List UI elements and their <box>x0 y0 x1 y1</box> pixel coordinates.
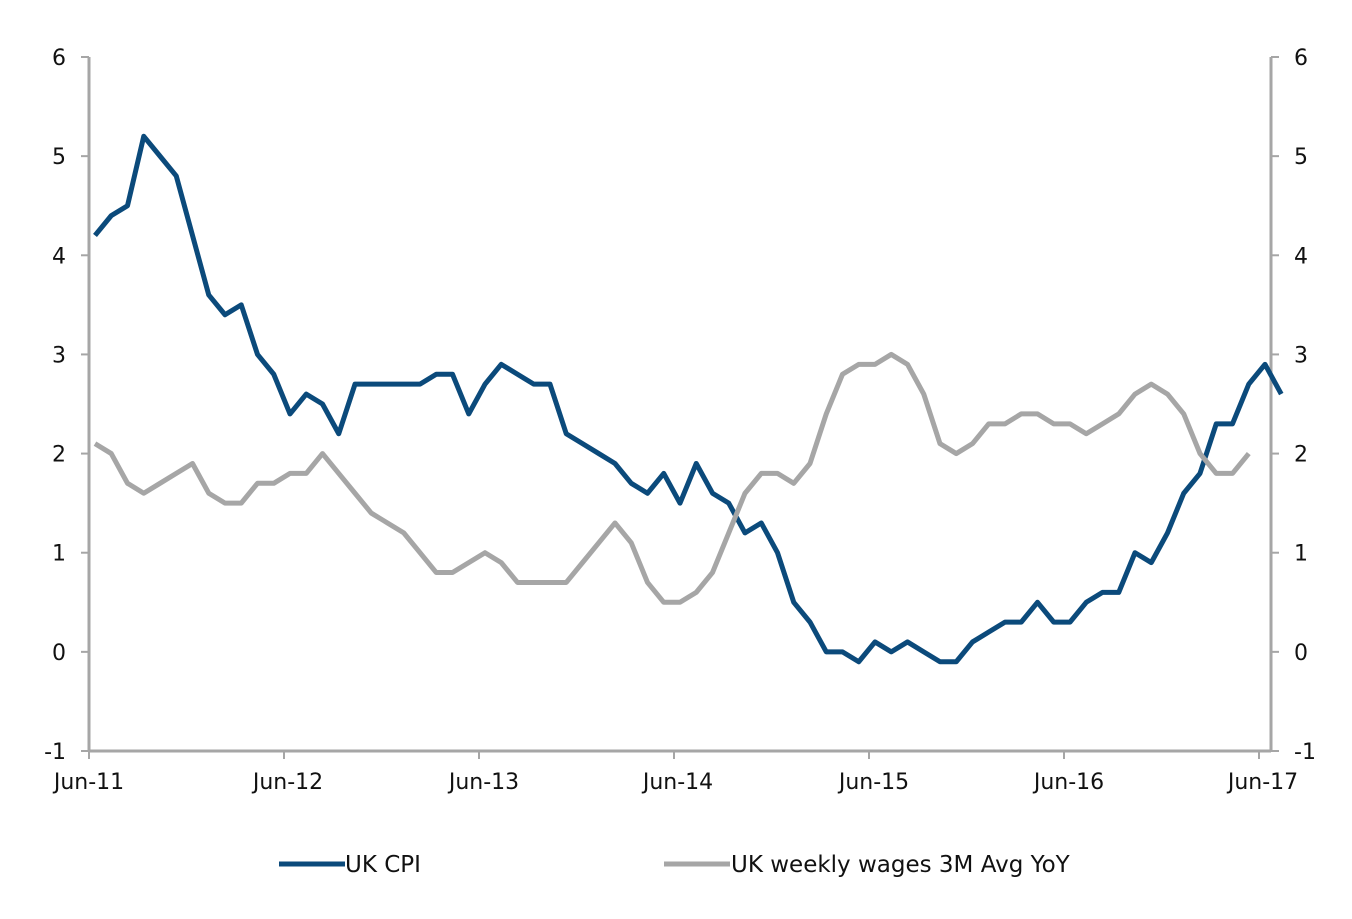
left-y-tick-label: 2 <box>52 443 66 468</box>
legend-label: UK weekly wages 3M Avg YoY <box>731 852 1071 878</box>
chart-axes <box>81 56 1279 759</box>
left-y-axis-labels: 6 5 4 3 2 1 0 -1 <box>44 46 66 765</box>
uk-cpi-line <box>93 133 1284 665</box>
x-tick-label: Jun-14 <box>641 770 713 795</box>
x-tick-label: Jun-11 <box>52 770 124 795</box>
right-y-tick-label: 0 <box>1294 641 1308 666</box>
right-y-tick-label: 6 <box>1294 46 1308 71</box>
right-y-tick-label: 5 <box>1294 145 1308 170</box>
right-y-tick-label: 3 <box>1294 343 1308 368</box>
right-y-tick-label: -1 <box>1294 740 1316 765</box>
left-y-tick-label: 0 <box>52 641 66 666</box>
x-axis-labels: Jun-11 Jun-12 Jun-13 Jun-14 Jun-15 Jun-16 Jun-… <box>52 770 1298 795</box>
left-y-tick-label: 5 <box>52 145 66 170</box>
x-tick-label: Jun-17 <box>1226 770 1298 795</box>
left-y-tick-label: -1 <box>44 740 66 765</box>
x-tick-label: Jun-12 <box>251 770 323 795</box>
right-y-tick-label: 2 <box>1294 443 1308 468</box>
right-y-tick-label: 1 <box>1294 542 1308 567</box>
chart-legend: UK CPI UK weekly wages 3M Avg YoY <box>279 852 1071 878</box>
left-y-tick-label: 6 <box>52 46 66 71</box>
x-tick-label: Jun-16 <box>1032 770 1104 795</box>
legend-label: UK CPI <box>345 852 421 878</box>
left-y-tick-label: 3 <box>52 343 66 368</box>
right-y-tick-label: 4 <box>1294 244 1308 269</box>
x-tick-label: Jun-13 <box>447 770 519 795</box>
right-y-axis-labels: 6 5 4 3 2 1 0 -1 <box>1294 46 1316 765</box>
left-y-tick-label: 4 <box>52 244 66 269</box>
x-tick-label: Jun-15 <box>837 770 909 795</box>
uk-weekly-wages-line <box>93 351 1251 605</box>
left-y-tick-label: 1 <box>52 542 66 567</box>
series-lines <box>93 133 1284 665</box>
